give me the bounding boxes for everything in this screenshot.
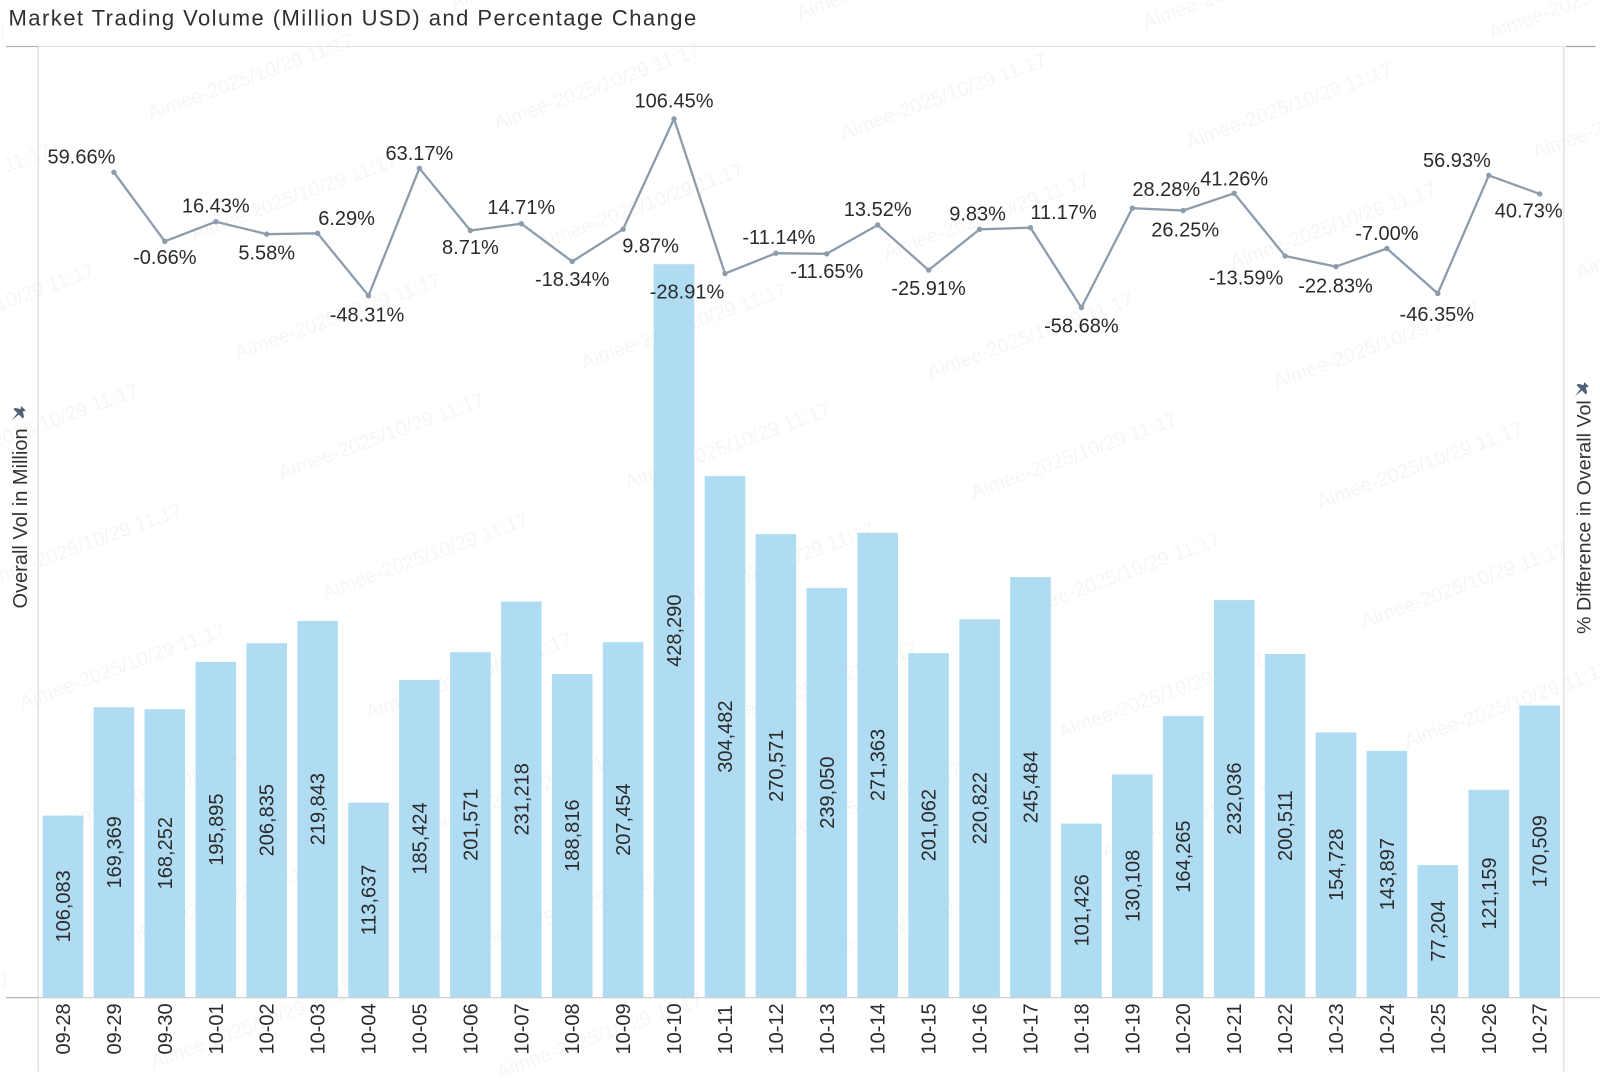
svg-text:10-18: 10-18: [1071, 1003, 1093, 1054]
svg-text:-28.91%: -28.91%: [650, 282, 725, 304]
svg-text:201,062: 201,062: [919, 789, 941, 861]
svg-text:195,895: 195,895: [206, 793, 228, 865]
svg-text:10-03: 10-03: [308, 1003, 330, 1054]
svg-text:10-04: 10-04: [359, 1003, 381, 1054]
svg-text:10-27: 10-27: [1530, 1003, 1552, 1054]
svg-text:-18.34%: -18.34%: [535, 269, 610, 291]
svg-text:200,511: 200,511: [1275, 790, 1297, 861]
svg-text:-46.35%: -46.35%: [1400, 304, 1475, 326]
svg-text:16.43%: 16.43%: [182, 196, 250, 218]
svg-text:206,835: 206,835: [257, 784, 279, 856]
svg-text:-11.65%: -11.65%: [790, 261, 863, 283]
svg-text:8.71%: 8.71%: [442, 237, 499, 259]
svg-text:220,822: 220,822: [970, 772, 992, 844]
svg-text:-25.91%: -25.91%: [891, 278, 966, 300]
svg-text:10-01: 10-01: [206, 1003, 228, 1054]
svg-text:10-17: 10-17: [1021, 1003, 1043, 1054]
svg-text:143,897: 143,897: [1377, 838, 1399, 910]
svg-text:130,108: 130,108: [1122, 850, 1144, 922]
svg-text:245,484: 245,484: [1021, 751, 1043, 823]
svg-text:239,050: 239,050: [817, 756, 839, 828]
svg-text:10-05: 10-05: [409, 1003, 431, 1054]
svg-text:28.28%: 28.28%: [1132, 179, 1200, 201]
svg-text:121,159: 121,159: [1479, 857, 1501, 929]
svg-text:10-23: 10-23: [1326, 1003, 1348, 1054]
svg-text:232,036: 232,036: [1224, 762, 1246, 834]
svg-text:10-08: 10-08: [562, 1003, 584, 1054]
svg-text:10-15: 10-15: [919, 1003, 941, 1054]
svg-text:10-16: 10-16: [970, 1003, 992, 1054]
svg-text:Market Trading Volume (Million: Market Trading Volume (Million USD) and …: [9, 6, 698, 31]
svg-text:56.93%: 56.93%: [1423, 150, 1491, 172]
svg-text:10-07: 10-07: [511, 1003, 533, 1054]
svg-text:10-11: 10-11: [715, 1005, 737, 1055]
svg-text:-11.14%: -11.14%: [742, 227, 815, 249]
svg-text:106.45%: 106.45%: [635, 90, 714, 112]
svg-text:40.73%: 40.73%: [1495, 200, 1563, 222]
svg-text:428,290: 428,290: [664, 595, 686, 667]
svg-text:14.71%: 14.71%: [487, 197, 555, 219]
svg-text:09-30: 09-30: [155, 1003, 177, 1054]
svg-text:10-25: 10-25: [1428, 1003, 1450, 1054]
svg-text:10-06: 10-06: [460, 1003, 482, 1054]
svg-text:13.52%: 13.52%: [844, 199, 912, 221]
svg-text:219,843: 219,843: [308, 773, 330, 845]
svg-text:168,252: 168,252: [155, 817, 177, 889]
svg-text:304,482: 304,482: [715, 700, 737, 772]
svg-text:% Difference in Overall Vol: % Difference in Overall Vol: [1573, 400, 1595, 634]
svg-text:5.58%: 5.58%: [238, 243, 295, 265]
svg-text:6.29%: 6.29%: [318, 208, 375, 230]
svg-text:9.83%: 9.83%: [949, 203, 1006, 225]
svg-text:270,571: 270,571: [766, 730, 788, 802]
svg-text:-0.66%: -0.66%: [133, 247, 197, 269]
svg-text:10-22: 10-22: [1275, 1003, 1297, 1054]
svg-text:169,369: 169,369: [104, 816, 126, 888]
svg-text:10-13: 10-13: [817, 1003, 839, 1054]
svg-text:170,509: 170,509: [1530, 815, 1552, 887]
svg-text:10-10: 10-10: [664, 1003, 686, 1054]
svg-text:10-02: 10-02: [257, 1003, 279, 1054]
svg-text:09-28: 09-28: [53, 1003, 75, 1054]
svg-text:231,218: 231,218: [511, 763, 533, 835]
svg-text:10-24: 10-24: [1377, 1003, 1399, 1054]
svg-text:201,571: 201,571: [460, 789, 482, 861]
svg-text:59.66%: 59.66%: [48, 146, 116, 168]
svg-text:09-29: 09-29: [104, 1003, 126, 1054]
svg-text:-58.68%: -58.68%: [1044, 316, 1119, 338]
svg-text:10-21: 10-21: [1224, 1003, 1246, 1054]
svg-text:-13.59%: -13.59%: [1209, 268, 1284, 290]
svg-text:106,083: 106,083: [53, 870, 75, 942]
svg-text:-22.83%: -22.83%: [1298, 276, 1373, 298]
svg-text:41.26%: 41.26%: [1200, 168, 1268, 190]
svg-text:9.87%: 9.87%: [622, 236, 679, 258]
svg-text:10-12: 10-12: [766, 1003, 788, 1054]
svg-text:10-09: 10-09: [613, 1003, 635, 1054]
svg-text:26.25%: 26.25%: [1151, 220, 1219, 242]
svg-text:77,204: 77,204: [1428, 901, 1450, 962]
svg-text:185,424: 185,424: [409, 802, 431, 874]
svg-text:207,454: 207,454: [613, 784, 635, 856]
svg-text:-7.00%: -7.00%: [1355, 223, 1419, 245]
svg-text:10-14: 10-14: [868, 1003, 890, 1054]
svg-text:10-20: 10-20: [1173, 1003, 1195, 1054]
svg-text:63.17%: 63.17%: [385, 143, 453, 165]
svg-text:101,426: 101,426: [1071, 874, 1093, 946]
svg-text:Overall Vol in Million: Overall Vol in Million: [10, 428, 32, 608]
svg-text:10-26: 10-26: [1479, 1003, 1501, 1054]
svg-text:164,265: 164,265: [1173, 820, 1195, 892]
svg-text:188,816: 188,816: [562, 799, 584, 871]
svg-text:-48.31%: -48.31%: [330, 305, 405, 327]
svg-text:113,637: 113,637: [359, 865, 381, 936]
svg-text:154,728: 154,728: [1326, 829, 1348, 901]
svg-text:271,363: 271,363: [868, 729, 890, 801]
svg-text:11.17%: 11.17%: [1030, 202, 1097, 224]
svg-text:10-19: 10-19: [1122, 1003, 1144, 1054]
